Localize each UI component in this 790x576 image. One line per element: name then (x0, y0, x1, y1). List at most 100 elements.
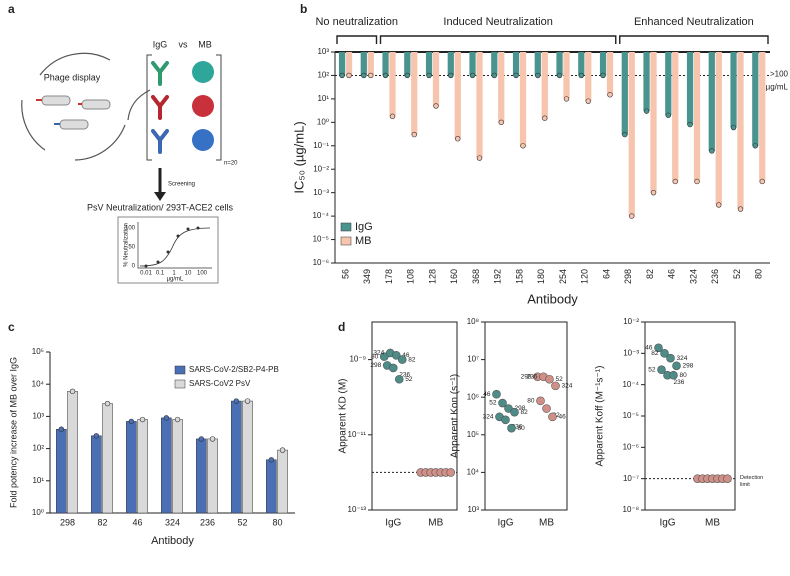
x-tick-label: 178 (384, 269, 394, 284)
x-tick-label: 180 (536, 269, 546, 284)
x-tick-label: MB (705, 518, 720, 529)
bar-point (128, 418, 135, 425)
point (669, 370, 678, 380)
y-tick-label: 10⁶ (467, 392, 479, 401)
x-tick-label: IgG (385, 518, 401, 529)
x-tick-label: 120 (580, 269, 590, 284)
arrow-head (154, 192, 166, 201)
y-tick-label: 10⁻⁵ (313, 235, 329, 244)
screening-label: Screening (168, 182, 195, 188)
point (446, 468, 456, 477)
x-tick-label: 82 (645, 269, 655, 279)
bar-point (361, 72, 367, 79)
bar (231, 400, 242, 514)
bar (498, 52, 505, 123)
point-label: 324 (677, 355, 688, 362)
bar-point (426, 72, 432, 79)
y-tick-label: 10⁻⁶ (313, 258, 329, 267)
bar-point (563, 96, 570, 102)
point-label: 324 (483, 414, 494, 421)
bar-point (585, 98, 591, 104)
bar (67, 391, 78, 514)
x-tick-label: 298 (623, 269, 633, 284)
point (660, 349, 669, 358)
bar-point (174, 416, 181, 423)
point-label: 236 (527, 373, 538, 380)
point-label: 298 (521, 373, 532, 380)
bar-point (513, 72, 519, 79)
x-tick-label: 52 (732, 269, 742, 279)
threshold-label: µg/mL (766, 83, 789, 92)
bar (541, 52, 548, 119)
x-axis-title: Antibody (151, 535, 194, 547)
bar-point (448, 72, 454, 79)
bar (563, 52, 570, 99)
bar (643, 52, 650, 112)
inset-ytick: 0 (132, 264, 136, 270)
bar (621, 52, 628, 135)
y-tick-label: 10⁷ (467, 355, 479, 364)
bar-point (672, 178, 678, 185)
y-tick-label: 10⁴ (32, 379, 45, 388)
y-tick-label: 10⁵ (467, 430, 479, 439)
point-label: 324 (562, 383, 573, 390)
point (394, 374, 404, 384)
bar (693, 52, 701, 182)
bar (207, 438, 218, 514)
y-tick-label: 10³ (32, 412, 44, 421)
bar (411, 52, 418, 135)
legend-label: SARS-CoV-2/SB2-P4-PB (189, 365, 279, 374)
bar (752, 52, 759, 146)
bar-point (491, 72, 497, 79)
point-label: 298 (683, 363, 694, 370)
mb-icon (192, 61, 214, 83)
y-axis-title: Apparent Kon (s⁻¹) (450, 374, 461, 458)
legend-label: SARS-CoV2 PsV (189, 379, 251, 388)
bar (360, 52, 367, 76)
point (492, 389, 501, 399)
point-label: 82 (651, 350, 659, 357)
point (548, 412, 557, 422)
point-label: 80 (527, 398, 535, 405)
phage-icons (36, 95, 111, 130)
x-tick-label: 80 (754, 269, 764, 279)
y-tick-label: 10⁰ (317, 117, 329, 126)
bar-point (209, 436, 216, 442)
point (654, 343, 663, 353)
point-label: 80 (680, 372, 688, 379)
y-tick-label: 10⁻¹³ (348, 505, 367, 514)
point-label: 236 (512, 424, 523, 431)
x-tick-label: 82 (97, 517, 107, 527)
point (388, 363, 398, 373)
x-tick-label: 52 (237, 517, 247, 527)
point (657, 365, 666, 375)
y-axis-title: IC₅₀ (µg/mL) (291, 121, 306, 193)
bar (404, 52, 411, 76)
x-tick-label: 46 (132, 517, 142, 527)
point (723, 474, 732, 483)
point (551, 381, 560, 391)
bar (686, 52, 694, 125)
bar (672, 52, 679, 182)
bar (476, 52, 483, 159)
legend-swatch (340, 236, 352, 246)
inset-curve (139, 227, 211, 267)
inset-xtick: 1 (172, 271, 176, 277)
bar-point (233, 398, 240, 404)
bar (606, 52, 614, 95)
bar-point (268, 457, 275, 463)
x-tick-label: 298 (60, 517, 75, 527)
bar (338, 52, 346, 76)
bar (519, 52, 527, 146)
bar-point (578, 72, 584, 79)
x-tick-label: MB (539, 518, 554, 529)
bar-point (535, 72, 541, 79)
group-bracket (619, 35, 769, 44)
igg-label: IgG (153, 39, 168, 49)
group-bracket (336, 35, 378, 44)
y-axis-title: Apparent Koff (M⁻¹s⁻¹) (595, 366, 606, 467)
bar (454, 52, 461, 139)
x-tick-label: 80 (272, 517, 282, 527)
bar-point (759, 178, 765, 185)
